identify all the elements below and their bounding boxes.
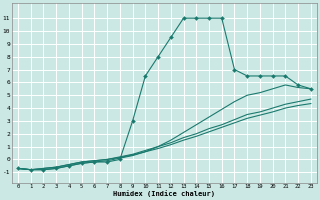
X-axis label: Humidex (Indice chaleur): Humidex (Indice chaleur) [114, 190, 215, 197]
